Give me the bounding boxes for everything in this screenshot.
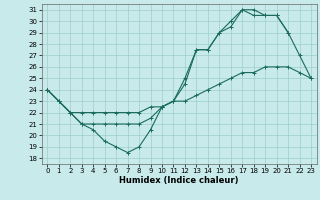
X-axis label: Humidex (Indice chaleur): Humidex (Indice chaleur) [119,176,239,185]
